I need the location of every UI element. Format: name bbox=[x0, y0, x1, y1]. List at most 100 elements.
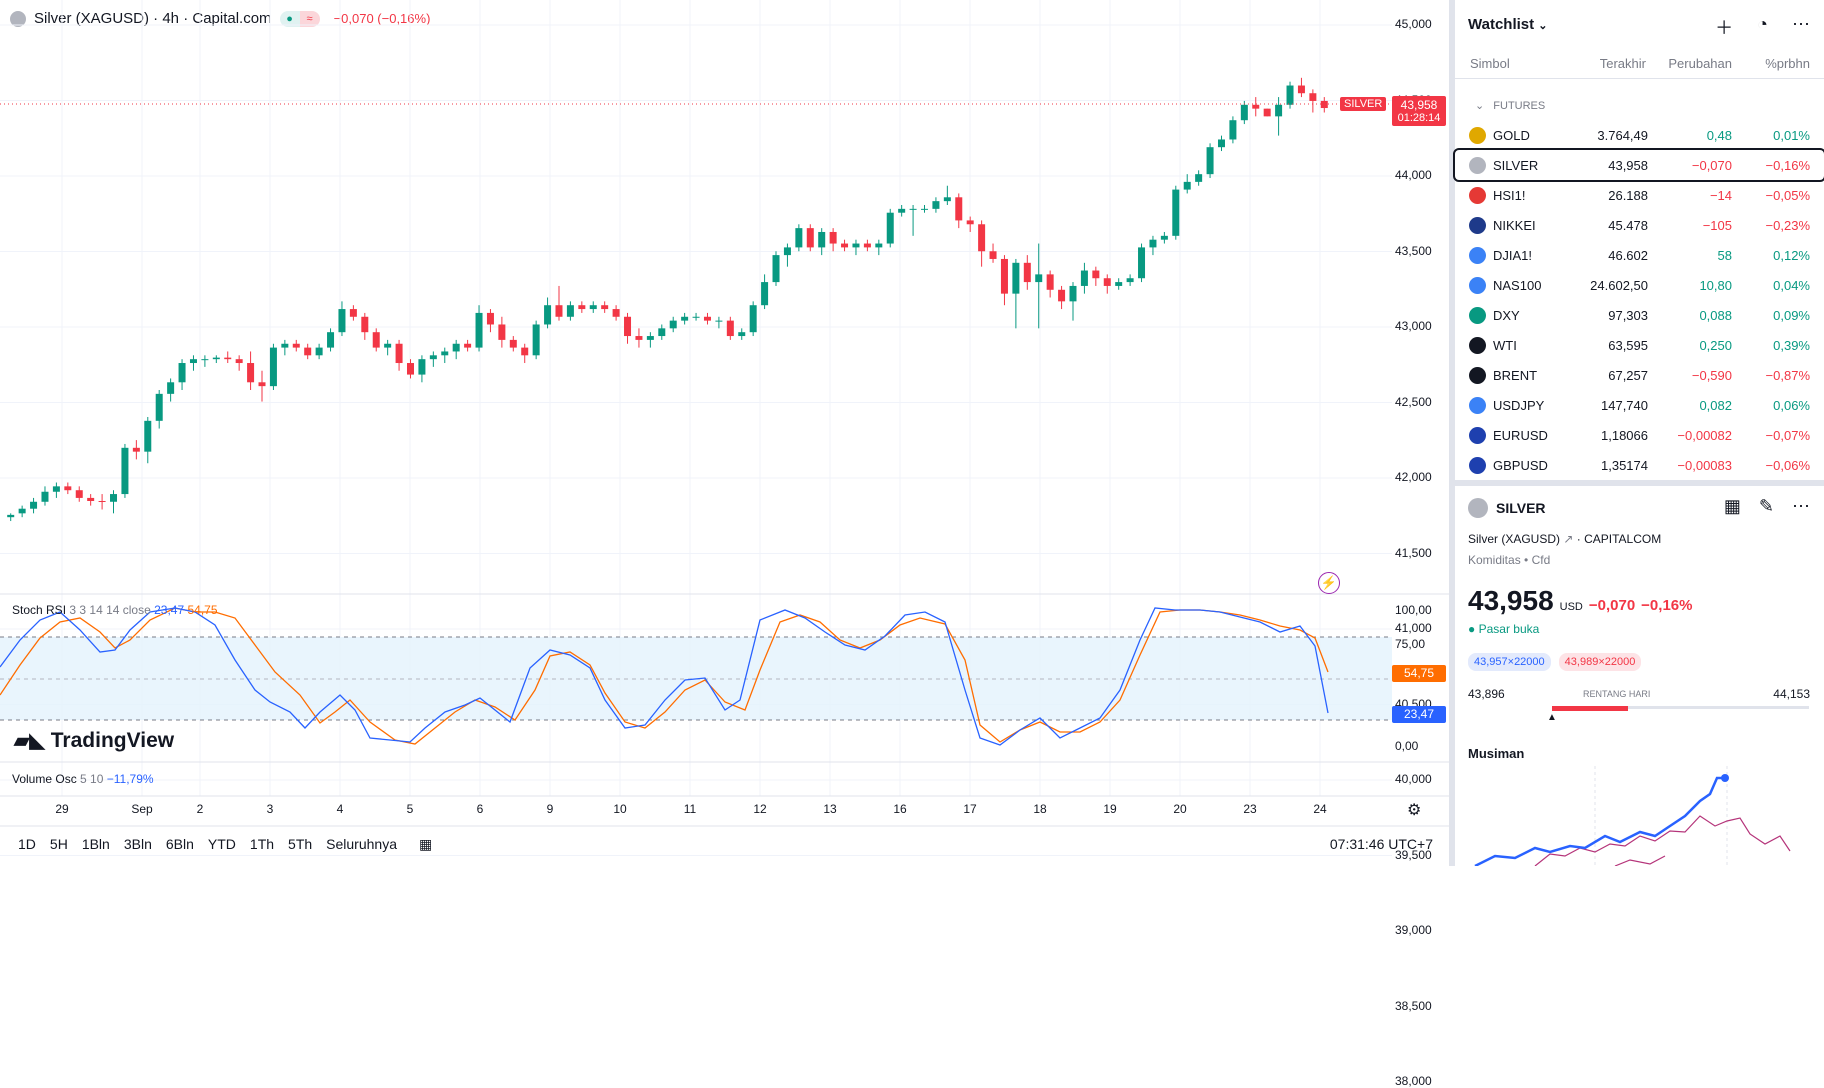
candle bbox=[544, 297, 552, 329]
date-range-icon[interactable]: ▦ bbox=[418, 836, 433, 852]
range-high: 44,153 bbox=[1773, 687, 1810, 701]
col-last[interactable]: Terakhir bbox=[1599, 56, 1646, 71]
symbol-logo-icon bbox=[1469, 187, 1486, 204]
watchlist-row[interactable]: DXY 97,303 0,088 0,09% bbox=[1455, 300, 1824, 330]
edit-icon[interactable]: ✎ bbox=[1758, 496, 1774, 516]
col-change[interactable]: Perubahan bbox=[1668, 56, 1732, 71]
candle bbox=[110, 490, 118, 514]
row-change: −14 bbox=[1709, 188, 1732, 203]
time-axis-label: 19 bbox=[1103, 802, 1117, 816]
watchlist-row[interactable]: GBPUSD 1,35174 −0,00083 −0,06% bbox=[1455, 450, 1824, 480]
details-name[interactable]: Silver (XAGUSD) bbox=[1468, 532, 1561, 546]
row-change-pct: −0,07% bbox=[1765, 428, 1810, 443]
price-axis-label: 39,500 bbox=[1395, 847, 1432, 862]
volume-osc-value: −11,79% bbox=[106, 772, 154, 786]
seasonal-chart[interactable] bbox=[1455, 756, 1824, 866]
tf-3bln[interactable]: 3Bln bbox=[123, 836, 152, 852]
grid-icon[interactable]: ▦ bbox=[1723, 496, 1741, 516]
time-axis-label: 9 bbox=[546, 802, 554, 816]
watchlist-row[interactable]: USDJPY 147,740 0,082 0,06% bbox=[1455, 390, 1824, 420]
watchlist-row[interactable]: HSI1! 26.188 −14 −0,05% bbox=[1455, 180, 1824, 210]
tf-6bln[interactable]: 6Bln bbox=[165, 836, 194, 852]
candle bbox=[98, 494, 106, 510]
section-futures[interactable]: ⌄ FUTURES bbox=[1475, 99, 1545, 112]
watchlist-row[interactable]: NIKKEI 45.478 −105 −0,23% bbox=[1455, 210, 1824, 240]
candle bbox=[1160, 231, 1168, 244]
row-change: 0,250 bbox=[1699, 338, 1732, 353]
details-price: 43,958 bbox=[1468, 585, 1554, 616]
details-symbol[interactable]: SILVER bbox=[1496, 500, 1546, 516]
watchlist-row[interactable]: WTI 63,595 0,250 0,39% bbox=[1455, 330, 1824, 360]
details-header: SILVER bbox=[1468, 498, 1546, 518]
clock[interactable]: 07:31:46 UTC+7 bbox=[1329, 836, 1433, 852]
candle bbox=[738, 328, 746, 340]
time-axis-label: Sep bbox=[131, 802, 153, 816]
advanced-view-icon[interactable]: ◔ bbox=[1757, 14, 1768, 34]
watchlist-row[interactable]: NAS100 24.602,50 10,80 0,04% bbox=[1455, 270, 1824, 300]
candle bbox=[30, 497, 38, 514]
bid-ask-row: 43,957×22000 43,989×22000 bbox=[1468, 653, 1642, 671]
candle bbox=[1263, 108, 1271, 117]
watchlist-row[interactable]: GOLD 3.764,49 0,48 0,01% bbox=[1455, 120, 1824, 150]
candle bbox=[1149, 235, 1157, 256]
seasonal-title[interactable]: Musiman bbox=[1468, 746, 1525, 761]
candle bbox=[1217, 135, 1225, 152]
lightning-icon[interactable]: ⚡ bbox=[1318, 572, 1340, 594]
stoch-rsi-legend[interactable]: Stoch RSI 3 3 14 14 close 23,47 54,75 bbox=[12, 603, 218, 617]
watchlist-row[interactable]: EURUSD 1,18066 −0,00082 −0,07% bbox=[1455, 420, 1824, 450]
watchlist-title[interactable]: Watchlist ⌄ bbox=[1468, 16, 1548, 33]
time-axis-label: 10 bbox=[613, 802, 627, 816]
watchlist-row[interactable]: DJIA1! 46.602 58 0,12% bbox=[1455, 240, 1824, 270]
candle bbox=[658, 324, 666, 340]
details-change-pct: −0,16% bbox=[1641, 597, 1693, 614]
stoch-k-tag: 23,47 bbox=[1392, 706, 1446, 723]
candle bbox=[761, 274, 769, 310]
tf-1bln[interactable]: 1Bln bbox=[81, 836, 110, 852]
col-symbol[interactable]: Simbol bbox=[1470, 56, 1510, 71]
row-change: 0,088 bbox=[1699, 308, 1732, 323]
tradingview-logo[interactable]: ▰◣ TradingView bbox=[14, 728, 174, 753]
external-link-icon[interactable]: ↗ bbox=[1563, 532, 1574, 546]
panel-divider[interactable] bbox=[1449, 0, 1455, 866]
market-status-badge[interactable]: ● ≈ bbox=[279, 10, 320, 27]
row-change-pct: −0,16% bbox=[1765, 158, 1810, 173]
price-axis-label: 41,500 bbox=[1395, 545, 1432, 560]
more-icon[interactable]: ⋯ bbox=[1792, 14, 1810, 34]
tf-ytd[interactable]: YTD bbox=[207, 836, 236, 852]
candle bbox=[1126, 274, 1134, 286]
more-icon[interactable]: ⋯ bbox=[1792, 496, 1810, 516]
candle bbox=[327, 328, 335, 352]
silver-icon bbox=[10, 10, 26, 27]
chart-title[interactable]: Silver (XAGUSD) · 4h · Capital.com bbox=[34, 10, 272, 27]
row-change-pct: 0,04% bbox=[1773, 278, 1810, 293]
silver-icon bbox=[1468, 498, 1488, 518]
col-change-pct[interactable]: %prbhn bbox=[1765, 56, 1810, 71]
watchlist-row[interactable]: SILVER 43,958 −0,070 −0,16% bbox=[1453, 148, 1824, 182]
candle bbox=[464, 339, 472, 352]
tf-1th[interactable]: 1Th bbox=[249, 836, 275, 852]
candle bbox=[795, 224, 803, 252]
tf-5th[interactable]: 5Th bbox=[288, 836, 313, 852]
candle bbox=[703, 312, 711, 325]
candle bbox=[429, 351, 437, 367]
tf-5h[interactable]: 5H bbox=[49, 836, 68, 852]
candle bbox=[441, 347, 449, 364]
volume-osc-legend[interactable]: Volume Osc 5 10 −11,79% bbox=[12, 772, 154, 786]
watchlist-row[interactable]: BRENT 67,257 −0,590 −0,87% bbox=[1455, 360, 1824, 390]
candle bbox=[852, 239, 860, 256]
tf-1d[interactable]: 1D bbox=[18, 836, 36, 852]
panel-separator[interactable] bbox=[1455, 480, 1824, 486]
chart-area[interactable]: Silver (XAGUSD) · 4h · Capital.com ● ≈ −… bbox=[0, 0, 1449, 1088]
candle bbox=[1035, 243, 1043, 329]
price-chart[interactable] bbox=[0, 0, 1449, 866]
details-exchange[interactable]: CAPITALCOM bbox=[1584, 532, 1662, 546]
candle bbox=[1320, 97, 1328, 113]
candle bbox=[75, 486, 83, 502]
candle bbox=[269, 343, 277, 390]
tf-all[interactable]: Seluruhnya bbox=[326, 836, 397, 852]
row-last: 63,595 bbox=[1608, 338, 1648, 353]
settings-gear-icon[interactable]: ⚙ bbox=[1407, 802, 1422, 819]
add-symbol-icon[interactable]: ＋ bbox=[1715, 18, 1734, 38]
candle bbox=[601, 301, 609, 313]
candle bbox=[624, 312, 632, 344]
